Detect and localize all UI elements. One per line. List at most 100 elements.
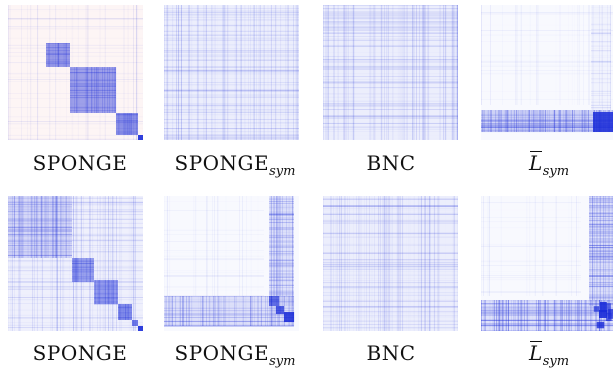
matrix-streak — [323, 271, 458, 272]
matrix-streak — [589, 207, 613, 208]
matrix-streak — [269, 222, 294, 223]
matrix-streak — [589, 233, 613, 234]
matrix-streak — [508, 110, 509, 132]
matrix-streak — [269, 277, 294, 278]
matrix-streak — [118, 307, 132, 308]
matrix-streak — [164, 66, 299, 67]
matrix-streak — [323, 282, 458, 283]
matrix-streak — [31, 5, 32, 140]
matrix-streak — [591, 108, 611, 109]
matrix-streak — [589, 196, 613, 197]
matrix-streak — [453, 5, 454, 140]
matrix-streak — [323, 30, 458, 31]
matrix-streak — [276, 296, 277, 306]
cluster-block — [269, 296, 279, 306]
matrix-streak — [515, 5, 516, 105]
matrix-streak — [323, 115, 458, 116]
matrix-streak — [351, 5, 352, 140]
matrix-streak — [530, 5, 531, 105]
matrix-streak — [8, 19, 143, 20]
matrix-streak — [72, 278, 94, 279]
matrix-streak — [8, 248, 72, 249]
matrix-streak — [541, 110, 542, 132]
matrix-streak — [488, 110, 489, 132]
matrix-streak — [410, 5, 411, 140]
matrix-streak — [94, 304, 118, 305]
matrix-streak — [164, 115, 299, 116]
matrix-streak — [323, 206, 458, 207]
matrix-streak — [589, 250, 613, 251]
matrix-streak — [164, 60, 299, 61]
matrix-streak — [164, 256, 264, 257]
matrix-streak — [37, 5, 38, 140]
matrix-streak — [116, 196, 117, 331]
matrix-streak — [276, 314, 284, 315]
matrix-streak — [481, 301, 613, 302]
matrix-streak — [164, 51, 299, 52]
matrix-streak — [591, 91, 611, 92]
matrix-streak — [589, 247, 613, 248]
matrix-streak — [513, 110, 514, 132]
matrix-streak — [375, 5, 376, 140]
panel-caption: BNC — [311, 341, 471, 365]
matrix-streak — [481, 303, 613, 304]
matrix-streak — [558, 110, 559, 132]
matrix-streak — [269, 236, 294, 237]
matrix-streak — [591, 57, 611, 58]
matrix-streak — [164, 128, 299, 129]
matrix-streak — [591, 95, 611, 96]
matrix-streak — [164, 12, 299, 13]
matrix-streak — [94, 287, 118, 288]
matrix-streak — [589, 215, 613, 216]
matrix-streak — [164, 311, 294, 312]
matrix-streak — [452, 5, 453, 140]
matrix-streak — [323, 287, 458, 288]
matrix-streak — [8, 45, 143, 46]
matrix-streak — [269, 212, 294, 213]
cluster-block — [593, 112, 613, 132]
matrix-streak — [164, 97, 299, 98]
matrix-streak — [323, 76, 458, 77]
matrix-streak — [323, 213, 458, 214]
caption-text: SPONGE — [33, 151, 128, 175]
matrix-streak — [8, 297, 143, 298]
matrix-streak — [323, 29, 458, 30]
matrix-streak — [589, 273, 613, 274]
matrix-streak — [516, 110, 517, 132]
matrix-streak — [323, 293, 458, 294]
matrix-streak — [586, 110, 587, 132]
matrix-streak — [94, 285, 118, 286]
matrix-streak — [323, 28, 458, 29]
matrix-streak — [323, 135, 458, 136]
matrix-streak — [164, 270, 264, 271]
matrix-streak — [589, 218, 613, 219]
matrix-streak — [8, 5, 143, 6]
matrix-streak — [164, 321, 294, 322]
matrix-streak — [591, 51, 611, 52]
matrix-streak — [46, 47, 70, 48]
matrix-streak — [269, 265, 294, 266]
matrix-streak — [72, 267, 94, 268]
matrix-streak — [481, 246, 581, 247]
matrix-streak — [323, 62, 458, 63]
matrix-streak — [323, 52, 458, 53]
matrix-streak — [323, 286, 458, 287]
matrix-streak — [8, 201, 72, 202]
matrix-streak — [587, 110, 588, 132]
matrix-streak — [323, 104, 458, 105]
matrix-streak — [556, 5, 557, 105]
matrix-streak — [84, 67, 85, 113]
matrix-streak — [94, 293, 118, 294]
matrix-streak — [164, 20, 299, 21]
matrix-streak — [92, 67, 93, 113]
matrix-streak — [323, 118, 458, 119]
matrix-streak — [323, 231, 458, 232]
matrix-streak — [526, 110, 527, 132]
matrix-streak — [116, 120, 138, 121]
matrix-streak — [8, 325, 143, 326]
matrix-streak — [403, 5, 404, 140]
matrix-streak — [269, 281, 294, 282]
matrix-streak — [323, 214, 458, 215]
matrix-streak — [323, 117, 458, 118]
matrix-streak — [164, 52, 299, 53]
